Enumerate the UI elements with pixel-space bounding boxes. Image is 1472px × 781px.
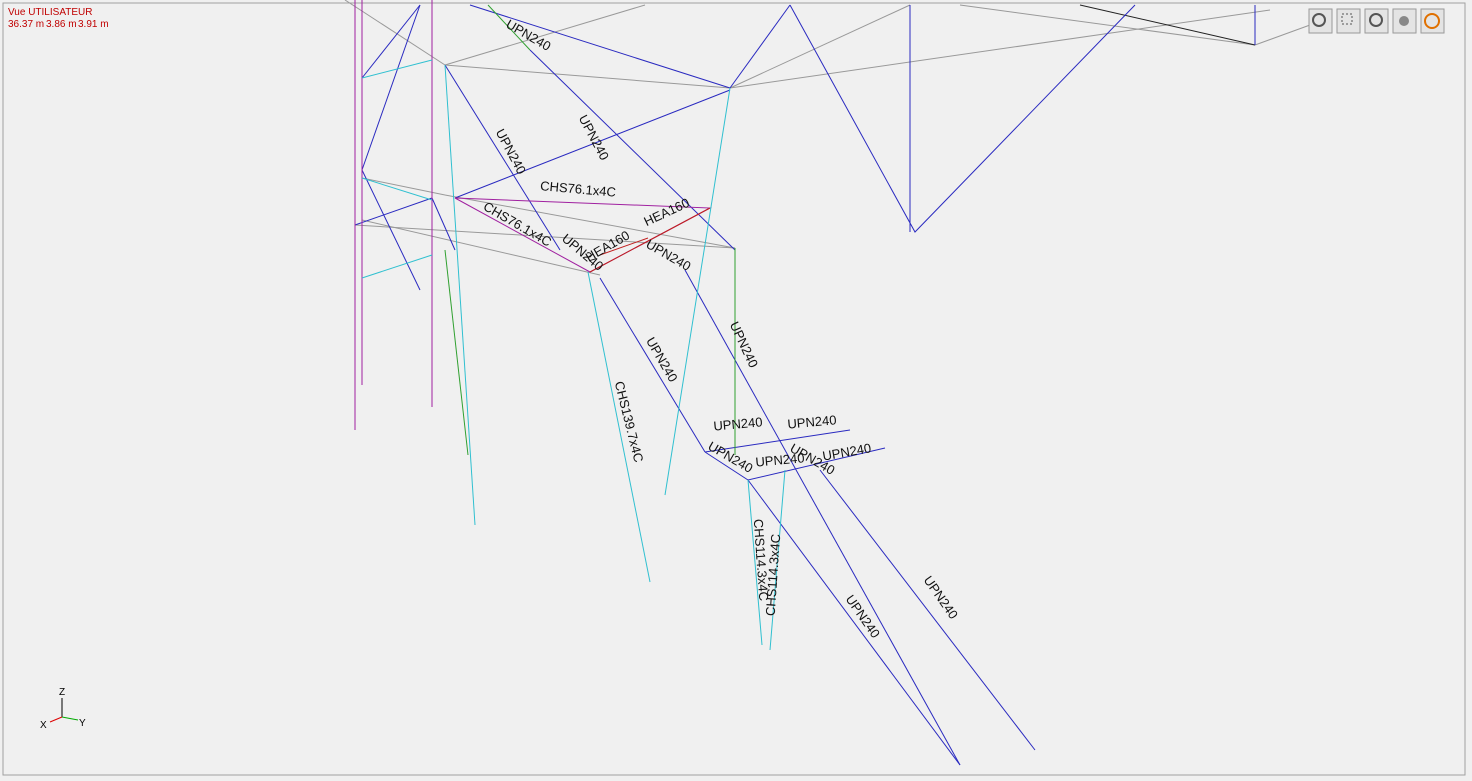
- axis-label: X: [40, 720, 47, 731]
- view-frame: [3, 3, 1465, 775]
- rotate-button[interactable]: [1421, 9, 1444, 33]
- dimension: 36.37 m: [8, 19, 44, 30]
- axis-label: Y: [79, 718, 86, 729]
- view-title: Vue UTILISATEUR: [8, 7, 92, 18]
- page: UPN240 UPN240 UPN240 CHS76.1x4C HEA160 C…: [0, 0, 1472, 781]
- dimension: 3.86 m: [46, 19, 77, 30]
- dimension: 3.91 m: [78, 19, 109, 30]
- axis-label: Z: [59, 687, 65, 698]
- zoom-in-button[interactable]: [1309, 9, 1332, 33]
- zoom-all-button[interactable]: [1365, 9, 1388, 33]
- toolbar: [1309, 9, 1444, 33]
- viewport: UPN240 UPN240 UPN240 CHS76.1x4C HEA160 C…: [0, 0, 1472, 781]
- zoom-window-button[interactable]: [1337, 9, 1360, 33]
- pan-button[interactable]: [1393, 9, 1416, 33]
